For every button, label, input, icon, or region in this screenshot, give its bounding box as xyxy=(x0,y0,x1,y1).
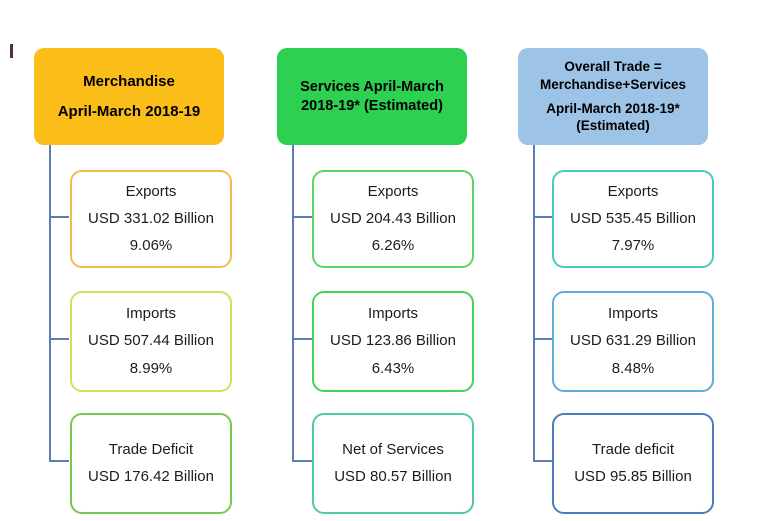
connector-stub xyxy=(49,216,69,218)
overall-exports-box: Exports USD 535.45 Billion 7.97% xyxy=(552,170,714,268)
box-percent: 8.99% xyxy=(129,359,173,377)
box-percent: 6.43% xyxy=(371,359,415,377)
connector-stub xyxy=(533,338,553,340)
box-percent: 6.26% xyxy=(371,237,415,255)
header-line: Merchandise xyxy=(83,73,175,90)
connector-trunk xyxy=(292,145,294,462)
services-imports-box: Imports USD 123.86 Billion 6.43% xyxy=(312,291,474,392)
box-label: Trade Deficit xyxy=(108,440,194,458)
header-line: Services April-March 2018-19* (Estimated… xyxy=(300,78,444,114)
overall-trade-deficit-box: Trade deficit USD 95.85 Billion xyxy=(552,413,714,514)
box-percent: 7.97% xyxy=(611,237,655,255)
box-value: USD 204.43 Billion xyxy=(330,209,456,227)
connector-stub xyxy=(292,460,312,462)
box-value: USD 80.57 Billion xyxy=(334,468,452,485)
box-label: Exports xyxy=(367,182,419,200)
box-label: Exports xyxy=(607,182,659,200)
box-label: Imports xyxy=(607,305,658,323)
overall-trade-header: Overall Trade = Merchandise+Services Apr… xyxy=(518,48,708,145)
header-line: Overall Trade = Merchandise+Services xyxy=(540,59,686,92)
box-label: Imports xyxy=(125,305,176,323)
overall-imports-box: Imports USD 631.29 Billion 8.48% xyxy=(552,291,714,392)
services-header: Services April-March 2018-19* (Estimated… xyxy=(277,48,467,145)
box-percent: 9.06% xyxy=(129,237,173,255)
box-label: Trade deficit xyxy=(592,440,674,458)
box-value: USD 535.45 Billion xyxy=(570,209,696,227)
edge-artifact xyxy=(10,44,13,58)
merchandise-imports-box: Imports USD 507.44 Billion 8.99% xyxy=(70,291,232,392)
box-label: Imports xyxy=(367,305,418,323)
merchandise-trade-deficit-box: Trade Deficit USD 176.42 Billion xyxy=(70,413,232,514)
box-value: USD 95.85 Billion xyxy=(574,468,692,485)
box-value: USD 631.29 Billion xyxy=(570,332,696,350)
services-exports-box: Exports USD 204.43 Billion 6.26% xyxy=(312,170,474,268)
connector-stub xyxy=(292,338,312,340)
box-value: USD 123.86 Billion xyxy=(330,332,456,350)
connector-stub xyxy=(533,460,553,462)
connector-stub xyxy=(49,460,69,462)
box-percent: 8.48% xyxy=(611,359,655,377)
box-value: USD 507.44 Billion xyxy=(88,332,214,350)
connector-trunk xyxy=(49,145,51,462)
connector-stub xyxy=(292,216,312,218)
header-line: April-March 2018-19 xyxy=(57,102,201,120)
header-line: April-March 2018-19* (Estimated) xyxy=(546,100,680,134)
box-value: USD 176.42 Billion xyxy=(88,468,214,485)
box-value: USD 331.02 Billion xyxy=(88,209,214,227)
services-net-of-services-box: Net of Services USD 80.57 Billion xyxy=(312,413,474,514)
merchandise-exports-box: Exports USD 331.02 Billion 9.06% xyxy=(70,170,232,268)
merchandise-header: Merchandise April-March 2018-19 xyxy=(34,48,224,145)
connector-stub xyxy=(49,338,69,340)
box-label: Net of Services xyxy=(342,440,444,458)
box-label: Exports xyxy=(125,182,177,200)
connector-trunk xyxy=(533,145,535,462)
connector-stub xyxy=(533,216,553,218)
